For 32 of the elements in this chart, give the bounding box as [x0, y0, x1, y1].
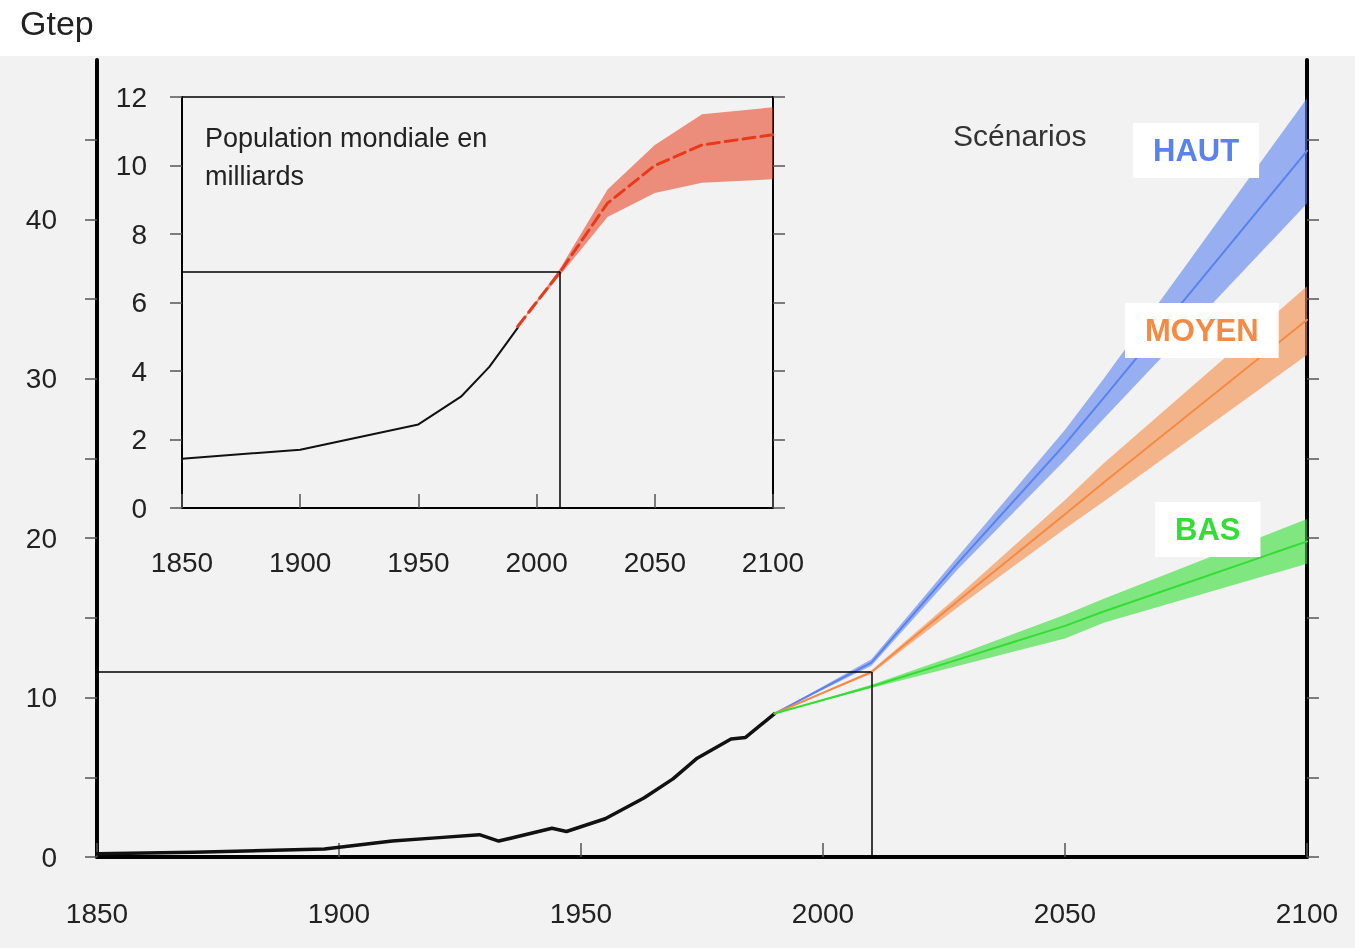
x-tick-label: 1850 [150, 546, 214, 578]
legend-title: Scénarios [953, 118, 1087, 152]
series-label: BAS [1175, 512, 1241, 547]
y-tick-label: 2 [131, 424, 147, 455]
x-tick-label: 2100 [741, 546, 805, 578]
x-tick-label: 1900 [269, 546, 332, 578]
y-tick-label: 40 [25, 203, 57, 235]
x-tick-label: 1850 [65, 897, 129, 929]
y-tick-label: 8 [131, 218, 147, 250]
y-tick-label: 0 [131, 492, 147, 524]
x-tick-label: 1950 [549, 897, 613, 929]
y-tick-label: 0 [41, 841, 57, 873]
series-label: HAUT [1153, 133, 1240, 168]
x-tick-label: 2000 [791, 897, 855, 929]
line-series [95, 711, 777, 856]
y-tick-label: 12 [115, 81, 147, 113]
series-label: MOYEN [1145, 313, 1259, 348]
y-axis-title: Gtep [20, 4, 94, 42]
y-tick-label: 10 [25, 682, 57, 714]
text: Population mondiale en milliards [205, 123, 495, 191]
x-tick-label: 1900 [307, 897, 371, 929]
x-tick-label: 1950 [387, 546, 450, 578]
x-tick-label: 2050 [623, 546, 686, 578]
line-series [181, 326, 519, 460]
y-tick-label: 4 [131, 355, 147, 387]
y-tick-label: 30 [25, 363, 57, 395]
y-tick-label: 10 [115, 150, 147, 181]
x-tick-label: 2100 [1275, 897, 1339, 929]
x-tick-label: 2050 [1033, 897, 1097, 929]
y-tick-label: 6 [131, 287, 147, 318]
x-tick-label: 2000 [505, 546, 568, 578]
y-tick-label: 20 [25, 522, 57, 554]
